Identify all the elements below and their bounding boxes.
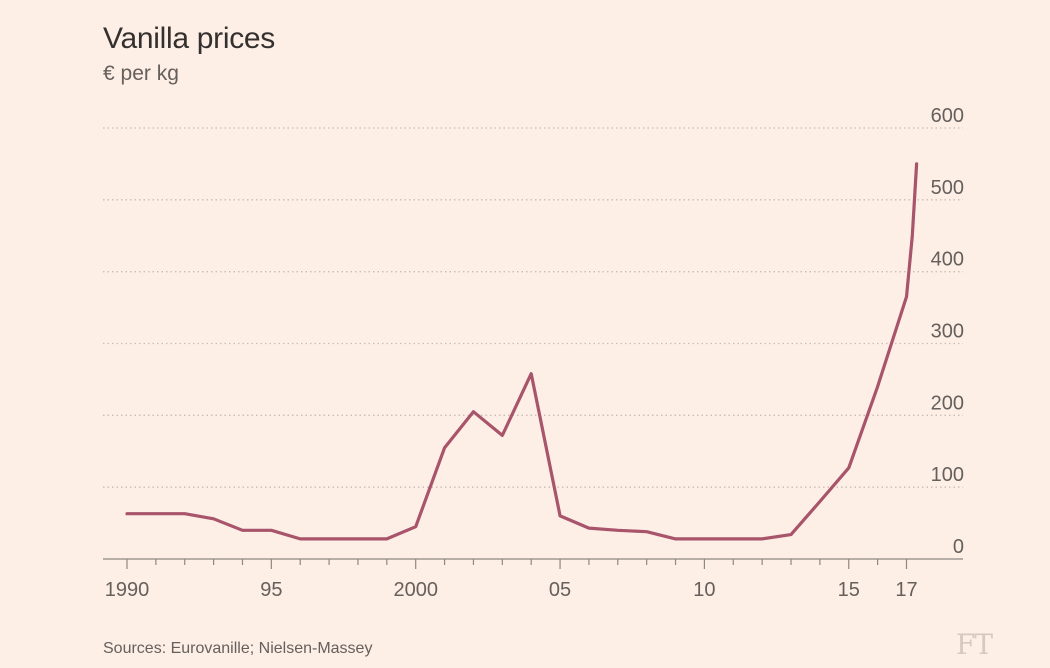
y-tick-label: 100 bbox=[931, 464, 964, 486]
x-tick-label: 17 bbox=[895, 579, 917, 601]
y-tick-label: 300 bbox=[931, 321, 964, 343]
x-tick-label: 15 bbox=[838, 579, 860, 601]
price-line bbox=[125, 162, 919, 541]
y-tick-label: 500 bbox=[931, 177, 964, 199]
x-tick-label: 1990 bbox=[105, 579, 150, 601]
x-tick-label: 95 bbox=[260, 579, 282, 601]
series-layer bbox=[125, 162, 919, 541]
y-axis-labels: 0 100 200 300 400 500 600 bbox=[931, 105, 964, 558]
chart-subtitle: € per kg bbox=[103, 62, 179, 85]
gridlines bbox=[103, 127, 963, 488]
x-tick-label: 05 bbox=[549, 579, 571, 601]
ft-logo: FT bbox=[956, 628, 993, 661]
x-tick-label: 10 bbox=[693, 579, 715, 601]
chart-title: Vanilla prices bbox=[103, 22, 275, 55]
y-tick-label: 0 bbox=[953, 536, 964, 558]
source-note: Sources: Eurovanille; Nielsen-Massey bbox=[103, 640, 373, 657]
y-tick-label: 200 bbox=[931, 392, 964, 414]
y-tick-label: 400 bbox=[931, 249, 964, 271]
x-axis: 1990 95 2000 05 10 15 17 bbox=[103, 558, 963, 601]
y-tick-label: 600 bbox=[931, 105, 964, 127]
x-tick-label: 2000 bbox=[393, 579, 438, 601]
